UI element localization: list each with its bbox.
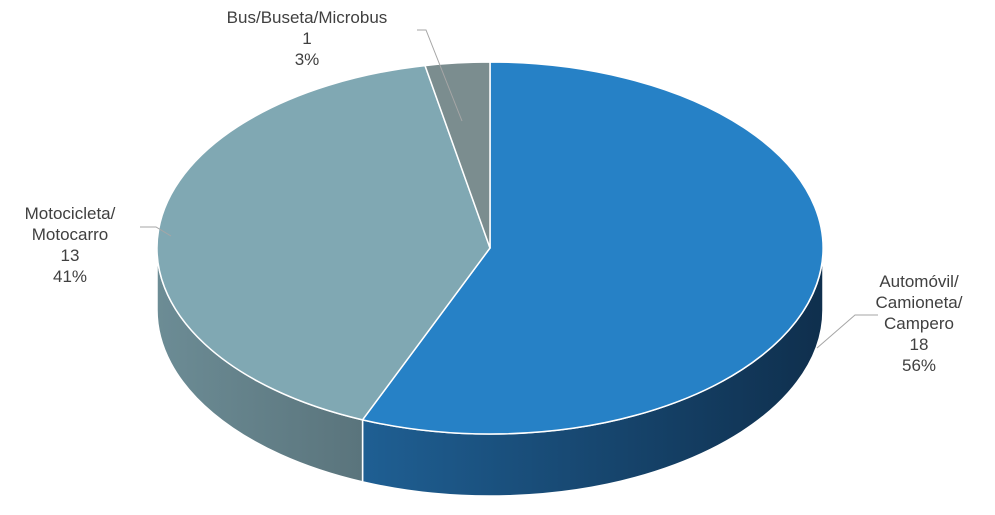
data-label-0-percent: 56%	[902, 356, 936, 375]
data-label-1-category: Motocicleta/	[25, 204, 116, 223]
leader-lines	[140, 29, 878, 349]
pie-slice-2	[424, 61, 491, 249]
pie-slice-0	[361, 61, 824, 435]
data-labels: Automóvil/Camioneta/Campero 18 56% Motocicl…	[25, 8, 963, 375]
data-label-0-value: 18	[910, 335, 929, 354]
pie-top-faces	[156, 61, 824, 435]
data-label-1-percent: 41%	[53, 267, 87, 286]
data-label-1-category: Motocarro	[32, 225, 109, 244]
leader-line-2	[417, 29, 463, 122]
data-label-0-category: Automóvil/	[879, 272, 959, 291]
leader-line-1	[140, 226, 172, 237]
leader-line-0	[816, 314, 878, 349]
pie-slice-1	[156, 64, 491, 421]
data-label-2-value: 1	[302, 29, 311, 48]
data-label-0-category: Camioneta/	[876, 293, 963, 312]
data-label-2-percent: 3%	[295, 50, 320, 69]
data-label-1-value: 13	[61, 246, 80, 265]
data-label-2-category: Bus/Buseta/Microbus	[227, 8, 388, 27]
data-label-0-category: Campero	[884, 314, 954, 333]
